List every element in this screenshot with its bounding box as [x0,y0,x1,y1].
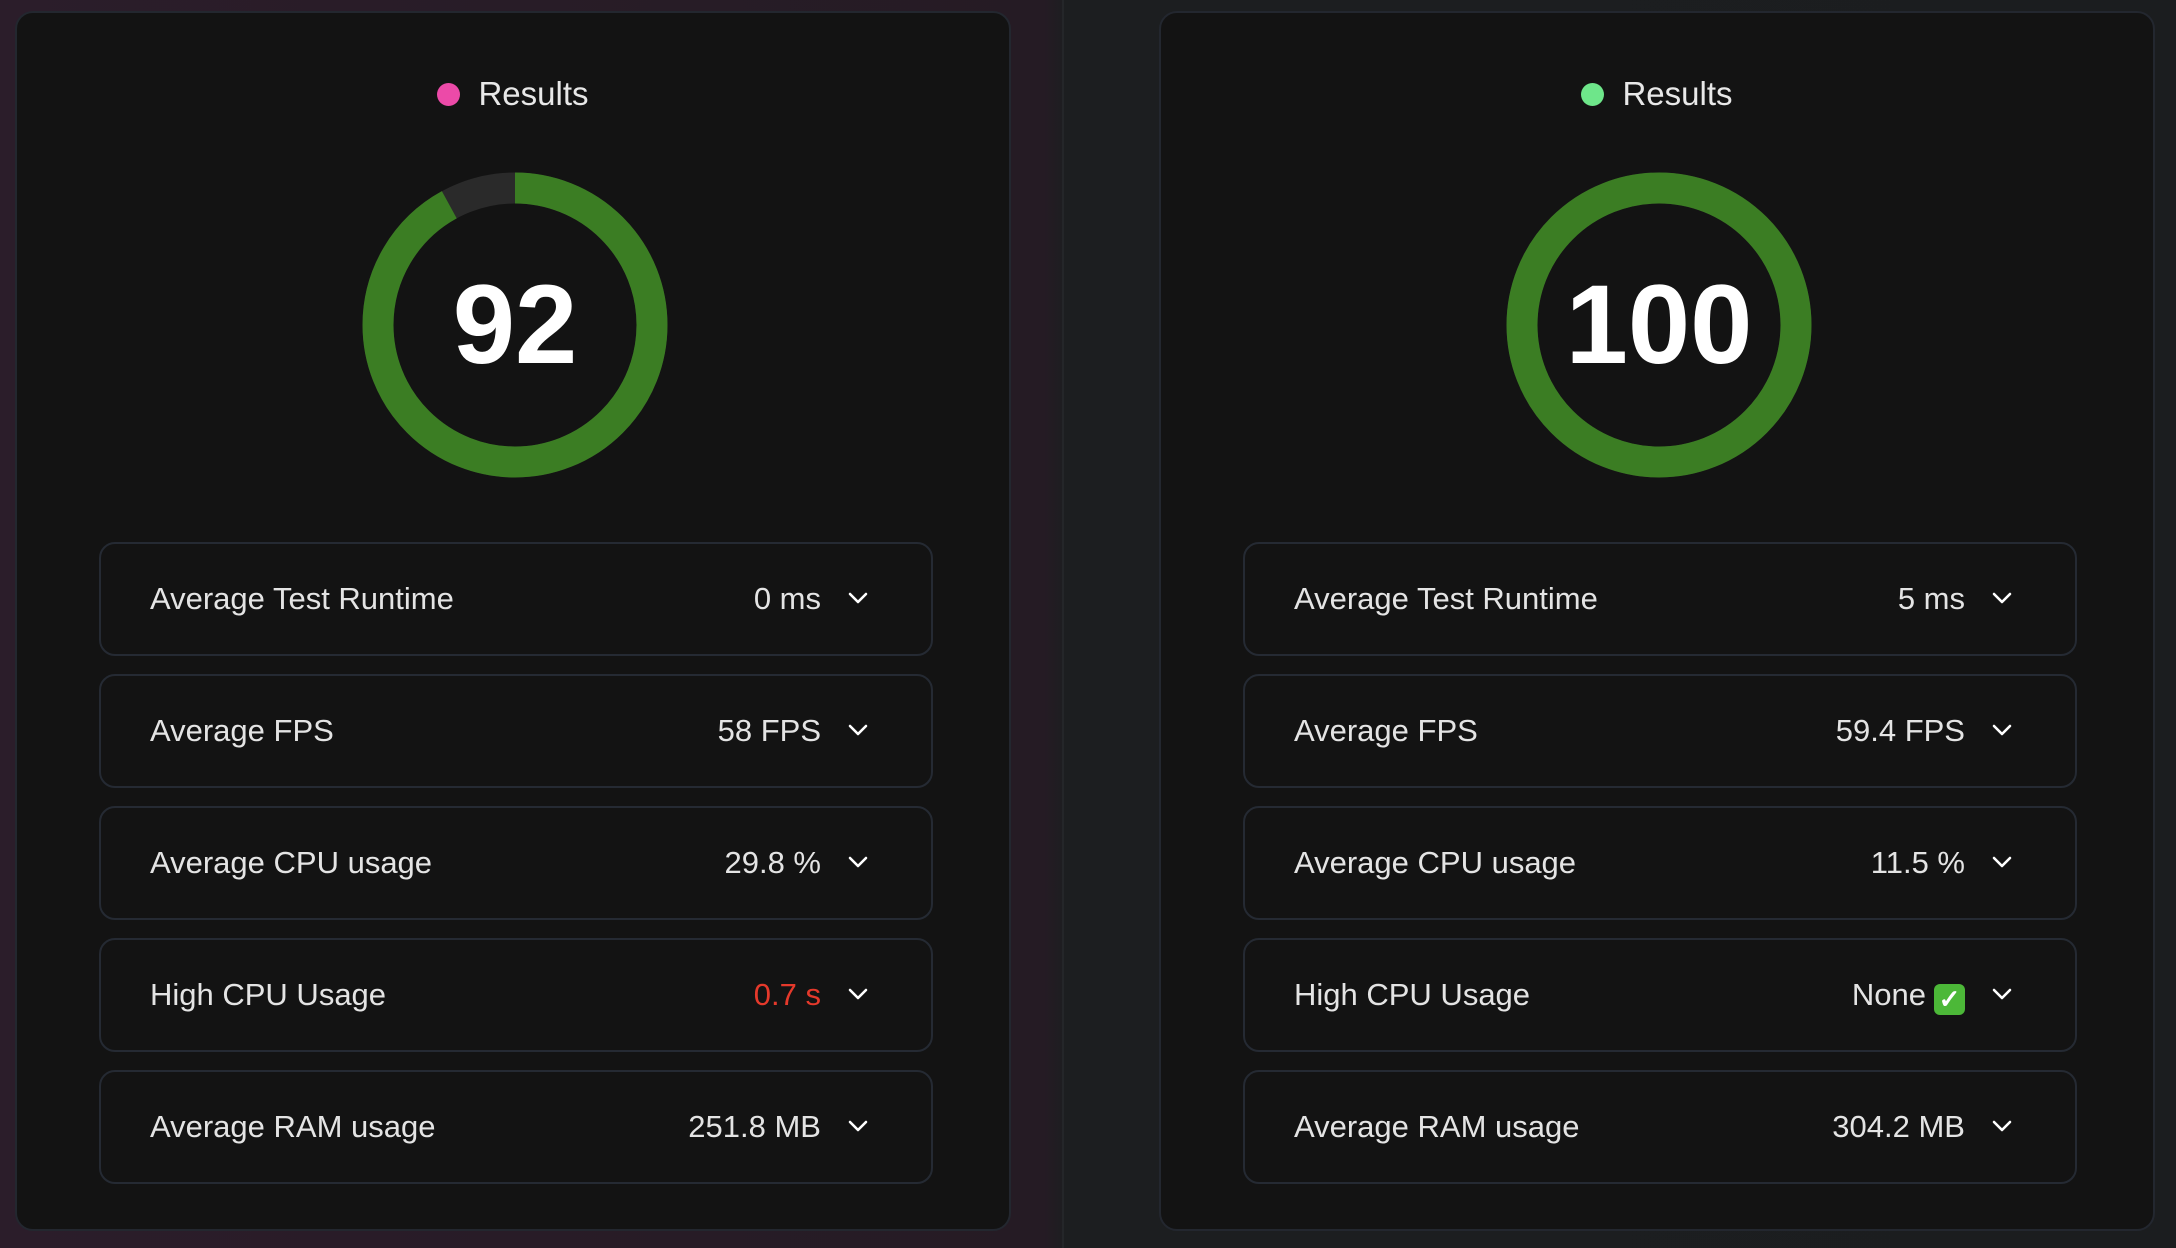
metric-row[interactable]: Average Test Runtime 0 ms [99,542,933,656]
metric-value-text: None [1851,977,1926,1012]
chevron-down-icon[interactable] [847,983,869,1005]
chevron-down-icon[interactable] [1991,587,2013,609]
metric-value-text: 251.8 MB [688,1109,821,1144]
metric-value: 304.2 MB [1832,1072,1965,1182]
metric-value: 0.7 s [754,940,821,1050]
results-panel-2: Results 100 Average Test Runtime 5 ms Av… [1159,11,2155,1231]
chevron-down-icon[interactable] [1991,983,2013,1005]
score-ring-fill [1506,172,1812,478]
chevron-down-icon[interactable] [1991,851,2013,873]
metric-value-text: 5 ms [1897,581,1965,616]
metric-label: High CPU Usage [1294,977,1531,1012]
results-title-text: Results [1622,75,1733,112]
metric-value-text: 11.5 % [1870,845,1965,880]
check-mark-icon: ✓ [1934,984,1965,1015]
chevron-down-icon[interactable] [847,719,869,741]
metric-value: 11.5 % [1871,808,1965,918]
metric-value: 58 FPS [718,676,821,786]
metric-value: 5 ms [1898,544,1965,654]
metric-row[interactable]: Average CPU usage 11.5 % [1243,806,2077,920]
divider [1062,0,1064,1248]
chevron-down-icon[interactable] [1991,1115,2013,1137]
results-title: Results [1161,75,2153,113]
metric-value: 0 ms [754,544,821,654]
results-title-text: Results [478,75,589,112]
metric-value-text: 304.2 MB [1832,1109,1965,1144]
metric-row[interactable]: Average FPS 59.4 FPS [1243,674,2077,788]
metric-value-text: 59.4 FPS [1835,713,1965,748]
chevron-down-icon[interactable] [847,587,869,609]
score-ring [1506,172,1812,478]
metric-row[interactable]: Average RAM usage 304.2 MB [1243,1070,2077,1184]
results-panel-1: Results 92 Average Test Runtime 0 ms Ave… [15,11,1011,1231]
metric-value: 29.8 % [724,808,821,918]
metric-row[interactable]: Average CPU usage 29.8 % [99,806,933,920]
score-ring-fill [362,172,668,478]
metric-label: High CPU Usage [150,977,387,1012]
metric-row[interactable]: High CPU Usage 0.7 s [99,938,933,1052]
chevron-down-icon[interactable] [1991,719,2013,741]
metric-row[interactable]: High CPU Usage None ✓ [1243,938,2077,1052]
metric-label: Average Test Runtime [1294,581,1598,616]
metric-value-text: 29.8 % [724,845,821,880]
score-ring [362,172,668,478]
status-dot-icon [1581,83,1605,106]
metric-value: 59.4 FPS [1836,676,1965,786]
metric-label: Average FPS [1294,713,1478,748]
metric-label: Average CPU usage [150,845,433,880]
metric-label: Average CPU usage [1294,845,1577,880]
chevron-down-icon[interactable] [847,1115,869,1137]
metric-value-text: 58 FPS [717,713,821,748]
chevron-down-icon[interactable] [847,851,869,873]
score-value: 92 [452,262,578,387]
metric-row[interactable]: Average RAM usage 251.8 MB [99,1070,933,1184]
metric-value-text: 0 ms [753,581,821,616]
metric-label: Average RAM usage [1294,1109,1580,1144]
metric-row[interactable]: Average FPS 58 FPS [99,674,933,788]
results-title: Results [17,75,1009,113]
metric-label: Average FPS [150,713,334,748]
metric-value: 251.8 MB [688,1072,821,1182]
metric-label: Average RAM usage [150,1109,436,1144]
score-value: 100 [1565,262,1753,387]
metric-label: Average Test Runtime [150,581,454,616]
metric-row[interactable]: Average Test Runtime 5 ms [1243,542,2077,656]
metric-value-text: 0.7 s [753,977,821,1012]
metric-value: None ✓ [1852,940,1965,1050]
status-dot-icon [437,83,461,106]
